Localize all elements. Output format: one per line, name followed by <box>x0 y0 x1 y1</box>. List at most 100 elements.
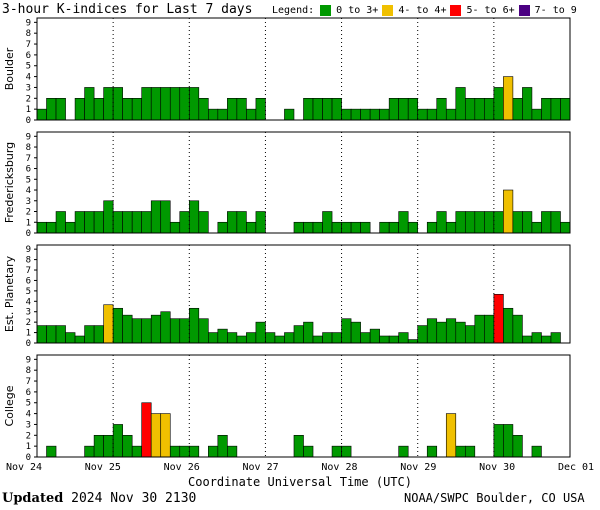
kp-bar <box>141 211 152 234</box>
kp-bar <box>274 335 285 344</box>
kp-bar <box>217 328 228 344</box>
kp-bar <box>436 211 447 234</box>
kp-bar <box>169 318 181 344</box>
kp-bar <box>388 98 399 121</box>
kp-bar <box>141 402 152 458</box>
kp-bar <box>236 335 247 344</box>
kp-bar <box>227 98 238 121</box>
kp-bar <box>141 318 152 344</box>
kp-bar <box>550 211 561 234</box>
kp-bar <box>436 321 447 344</box>
kp-bar <box>55 325 66 344</box>
kp-bar <box>531 221 542 234</box>
x-axis-title: Coordinate Universal Time (UTC) <box>188 475 412 489</box>
kp-bar <box>179 87 190 121</box>
kp-bar <box>227 211 238 234</box>
kp-bar <box>493 211 504 234</box>
y-tick-label: 2 <box>26 431 31 441</box>
kp-bar <box>236 98 247 121</box>
kp-bar <box>303 221 314 234</box>
kp-bar <box>74 211 85 234</box>
y-tick-label: 7 <box>26 154 31 164</box>
kp-bar <box>246 221 257 234</box>
kp-bar <box>84 325 95 344</box>
kp-bar <box>445 413 457 458</box>
x-tick-label: Dec 01 <box>558 462 594 473</box>
kp-bar <box>445 318 457 344</box>
kp-bar <box>303 321 314 344</box>
kp-bar <box>350 108 361 121</box>
kp-bar <box>93 211 104 234</box>
y-tick-label: 0 <box>26 229 31 239</box>
kp-bar <box>331 445 342 458</box>
kp-bar <box>122 98 133 121</box>
kp-bar <box>303 445 314 458</box>
kp-bar <box>417 325 428 344</box>
kp-bar <box>160 311 171 344</box>
y-tick-label: 5 <box>26 287 31 297</box>
y-tick-label: 8 <box>26 143 31 153</box>
kp-bar <box>112 307 123 344</box>
kp-bar <box>464 445 476 458</box>
updated-timestamp: Updated 2024 Nov 30 2130 <box>2 491 196 506</box>
kp-bar <box>369 108 380 121</box>
kp-bar <box>445 221 457 234</box>
y-tick-label: 1 <box>26 442 31 452</box>
legend-swatch-storm <box>450 5 462 16</box>
kp-bar <box>455 321 466 344</box>
kp-bar <box>284 108 295 121</box>
y-tick-label: 1 <box>26 218 31 228</box>
y-tick-label: 3 <box>26 420 31 430</box>
kp-bar <box>169 87 181 121</box>
kp-bar <box>560 98 571 121</box>
kp-bar <box>179 318 190 344</box>
kp-bar <box>322 98 333 121</box>
kp-bar <box>122 211 133 234</box>
kp-bar <box>217 434 228 458</box>
kp-bar <box>131 98 142 121</box>
x-tick-label: Nov 26 <box>164 462 200 473</box>
panel-label: Fredericksburg <box>3 142 16 223</box>
panel-frame <box>36 354 571 458</box>
kp-bar <box>522 335 533 344</box>
kp-bar <box>188 307 200 344</box>
y-tick-label: 3 <box>26 197 31 207</box>
kp-bar <box>445 108 457 121</box>
kp-bar <box>331 221 342 234</box>
kp-bar <box>160 200 171 234</box>
kp-bar <box>150 200 162 234</box>
y-tick-label: 8 <box>26 366 31 376</box>
kp-bar <box>379 335 390 344</box>
kp-bar <box>36 108 47 121</box>
updated-value: 2024 Nov 30 2130 <box>71 491 197 506</box>
kp-bar <box>341 108 352 121</box>
kp-bar <box>331 98 342 121</box>
kp-bar <box>474 211 485 234</box>
y-tick-label: 3 <box>26 83 31 93</box>
kp-bar <box>198 318 209 344</box>
kp-bar <box>208 445 219 458</box>
kp-bar <box>503 307 514 344</box>
kp-bar <box>464 325 476 344</box>
kp-bar <box>131 445 142 458</box>
y-tick-label: 6 <box>26 276 31 286</box>
kp-bar <box>65 332 76 344</box>
kp-bar <box>484 314 495 344</box>
kp-bar <box>84 211 95 234</box>
kp-bar <box>398 445 409 458</box>
kp-bar <box>103 434 114 458</box>
kp-bar <box>65 221 76 234</box>
panel-label: Est. Planetary <box>3 255 16 332</box>
updated-label: Updated <box>2 491 64 506</box>
kp-bar <box>541 211 552 234</box>
kp-bar <box>46 325 57 344</box>
kp-bar <box>369 328 380 344</box>
y-tick-label: 6 <box>26 165 31 175</box>
kp-bar <box>103 304 114 344</box>
kp-bar <box>84 87 95 121</box>
kp-bar <box>169 221 181 234</box>
kp-bar <box>341 445 352 458</box>
kp-bar <box>455 445 466 458</box>
kp-bar <box>531 108 542 121</box>
kp-bar <box>503 189 514 234</box>
